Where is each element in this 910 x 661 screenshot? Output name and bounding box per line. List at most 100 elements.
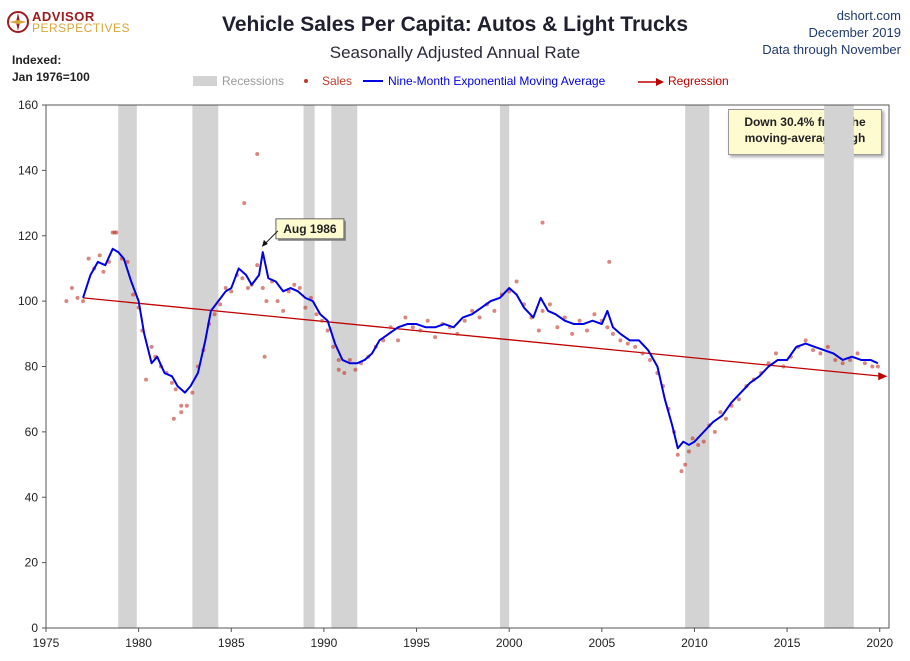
sales-point bbox=[245, 286, 250, 291]
y-tick-label: 20 bbox=[25, 556, 39, 570]
sales-point bbox=[736, 397, 741, 402]
sales-point bbox=[773, 351, 778, 356]
sales-point bbox=[325, 328, 330, 333]
sales-point bbox=[455, 331, 460, 336]
sales-point bbox=[396, 338, 401, 343]
sales-point bbox=[242, 201, 247, 206]
x-tick-label: 2000 bbox=[496, 636, 523, 650]
sales-point bbox=[131, 292, 136, 297]
sales-point bbox=[218, 302, 223, 307]
sales-point bbox=[336, 367, 341, 372]
sales-point bbox=[870, 364, 875, 369]
callout-box: Down 30.4% from the moving-average high bbox=[728, 109, 882, 155]
brand-line2: PERSPECTIVES bbox=[32, 21, 131, 35]
x-tick-label: 2020 bbox=[866, 636, 893, 650]
index-base-label: Jan 1976=100 bbox=[12, 70, 90, 84]
sales-point bbox=[314, 312, 319, 317]
sales-point bbox=[418, 328, 423, 333]
sales-point bbox=[875, 364, 880, 369]
sales-point bbox=[540, 220, 545, 225]
sales-point bbox=[607, 259, 612, 264]
x-tick-label: 1985 bbox=[218, 636, 245, 650]
legend-ema-line bbox=[363, 80, 383, 82]
sales-point bbox=[723, 416, 728, 421]
sales-point bbox=[718, 410, 723, 415]
sales-point bbox=[388, 325, 393, 330]
sales-point bbox=[353, 367, 358, 372]
sales-point bbox=[477, 315, 482, 320]
sales-point bbox=[297, 286, 302, 291]
legend-regression-label: Regression bbox=[668, 74, 729, 88]
sales-point bbox=[592, 312, 597, 317]
ema-series-line bbox=[82, 247, 879, 450]
y-tick-label: 160 bbox=[18, 98, 38, 112]
sales-point bbox=[240, 276, 245, 281]
sales-point bbox=[562, 315, 567, 320]
sales-point bbox=[625, 341, 630, 346]
sales-point bbox=[690, 436, 695, 441]
sales-point bbox=[292, 282, 297, 287]
sales-point bbox=[347, 357, 352, 362]
sales-point bbox=[64, 299, 69, 304]
recession-band bbox=[331, 105, 358, 628]
sales-point bbox=[862, 361, 867, 366]
sales-point bbox=[833, 357, 838, 362]
page-title: Vehicle Sales Per Capita: Autos & Light … bbox=[221, 13, 689, 36]
index-label: Indexed: bbox=[12, 53, 62, 67]
sales-point bbox=[570, 331, 575, 336]
sales-point bbox=[260, 286, 265, 291]
sales-point bbox=[848, 357, 853, 362]
y-tick-label: 100 bbox=[18, 294, 38, 308]
legend-regression-arrow bbox=[638, 78, 664, 86]
recession-band bbox=[499, 105, 510, 628]
sales-point bbox=[577, 318, 582, 323]
sales-point bbox=[647, 357, 652, 362]
sales-point bbox=[840, 361, 845, 366]
y-tick-label: 40 bbox=[25, 490, 39, 504]
sales-point bbox=[462, 318, 467, 323]
x-tick-label: 2015 bbox=[774, 636, 801, 650]
sales-point bbox=[81, 299, 86, 304]
sales-point bbox=[229, 289, 234, 294]
sales-point bbox=[825, 344, 830, 349]
sales-point bbox=[262, 354, 267, 359]
sales-point bbox=[179, 410, 184, 415]
brand-line1: ADVISOR bbox=[32, 9, 95, 24]
sales-point bbox=[184, 403, 189, 408]
x-tick-label: 1995 bbox=[403, 636, 430, 650]
sales-point bbox=[425, 318, 430, 323]
sales-point bbox=[403, 315, 408, 320]
sales-point bbox=[212, 312, 217, 317]
y-tick-label: 0 bbox=[31, 621, 38, 635]
sales-point bbox=[675, 452, 680, 457]
brand-logo: ADVISOR PERSPECTIVES bbox=[6, 9, 134, 37]
sales-point bbox=[470, 308, 475, 313]
sales-point bbox=[410, 325, 415, 330]
data-through-label: Data through November bbox=[762, 42, 901, 57]
annotation-label: Aug 1986 bbox=[283, 222, 337, 236]
chart-legend: Recessions Sales Nine-Month Exponential … bbox=[193, 73, 753, 91]
sales-point bbox=[547, 302, 552, 307]
sales-point bbox=[171, 416, 176, 421]
sales-point bbox=[633, 344, 638, 349]
sales-point bbox=[696, 442, 701, 447]
sales-point bbox=[275, 299, 280, 304]
x-tick-label: 1980 bbox=[125, 636, 152, 650]
sales-point bbox=[712, 429, 717, 434]
sales-point bbox=[281, 308, 286, 313]
legend-ema-label: Nine-Month Exponential Moving Average bbox=[388, 74, 606, 88]
sales-point bbox=[101, 269, 106, 274]
legend-recessions-swatch bbox=[193, 76, 217, 86]
y-tick-label: 80 bbox=[25, 360, 39, 374]
sales-point bbox=[331, 344, 336, 349]
annotation-box bbox=[275, 218, 345, 240]
sales-point bbox=[173, 387, 178, 392]
sales-point bbox=[679, 469, 684, 474]
sales-point bbox=[190, 390, 195, 395]
sales-point bbox=[514, 279, 519, 284]
sales-point bbox=[336, 357, 341, 362]
sales-point bbox=[144, 377, 149, 382]
sales-point bbox=[264, 299, 269, 304]
sales-point bbox=[320, 318, 325, 323]
